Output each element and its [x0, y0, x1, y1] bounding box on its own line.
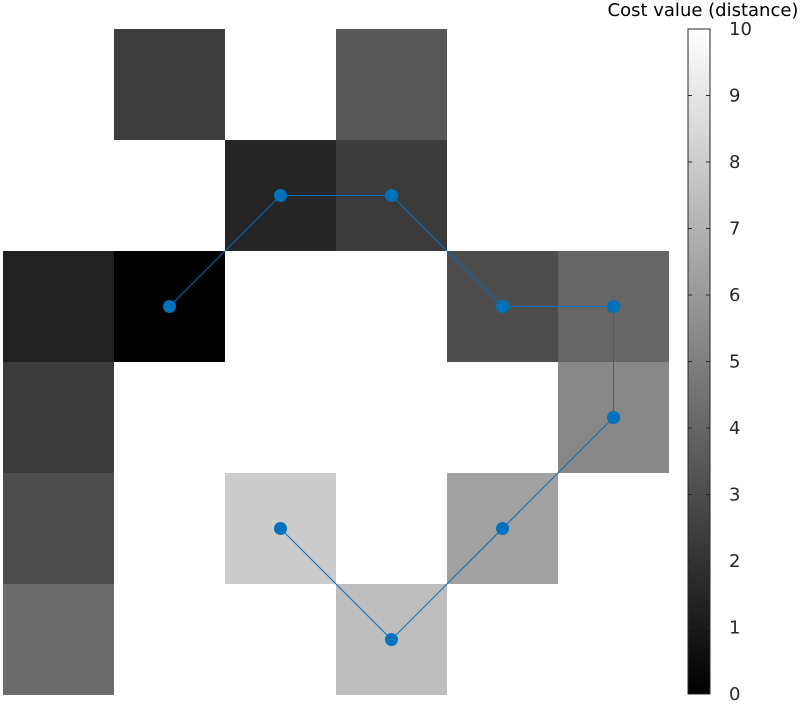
path-point-2	[385, 189, 398, 202]
path-point-1	[274, 189, 287, 202]
colorbar-tick-label: 5	[729, 352, 740, 373]
colorbar-tick-label: 8	[729, 152, 740, 173]
colorbar-title: Cost value (distance)	[608, 0, 799, 21]
path-point-4	[607, 300, 620, 313]
heatmap-cell-r3-c0	[3, 362, 114, 473]
colorbar-tick-label: 0	[729, 684, 740, 705]
colorbar-tick-label: 7	[729, 219, 740, 240]
heatmap-cell-r4-c0	[3, 473, 114, 584]
heatmap-cells	[3, 29, 669, 695]
path-point-5	[607, 411, 620, 424]
colorbar-tick-label: 1	[729, 618, 740, 639]
heatmap-cell-r2-c0	[3, 251, 114, 362]
colorbar-tick-label: 10	[729, 19, 752, 40]
colorbar-tick-label: 3	[729, 485, 740, 506]
colorbar-tick-label: 9	[729, 86, 740, 107]
heatmap-cell-r0-c1	[114, 29, 225, 140]
path-point-0	[163, 300, 176, 313]
heatmap-cell-r0-c3	[336, 29, 447, 140]
colorbar: 0 1 2 3 4 5 6 7 8 9 10 Cost value (distance)	[608, 0, 799, 705]
path-points-group	[163, 189, 620, 646]
colorbar-tick-label: 2	[729, 551, 740, 572]
path-point-7	[385, 633, 398, 646]
colorbar-tick-label: 4	[729, 418, 740, 439]
path-point-8	[274, 522, 287, 535]
colorbar-ticks: 0 1 2 3 4 5 6 7 8 9 10	[688, 19, 752, 705]
path-point-6	[496, 522, 509, 535]
path-point-3	[496, 300, 509, 313]
heatmap-cell-r5-c0	[3, 584, 114, 695]
colorbar-tick-label: 6	[729, 285, 740, 306]
